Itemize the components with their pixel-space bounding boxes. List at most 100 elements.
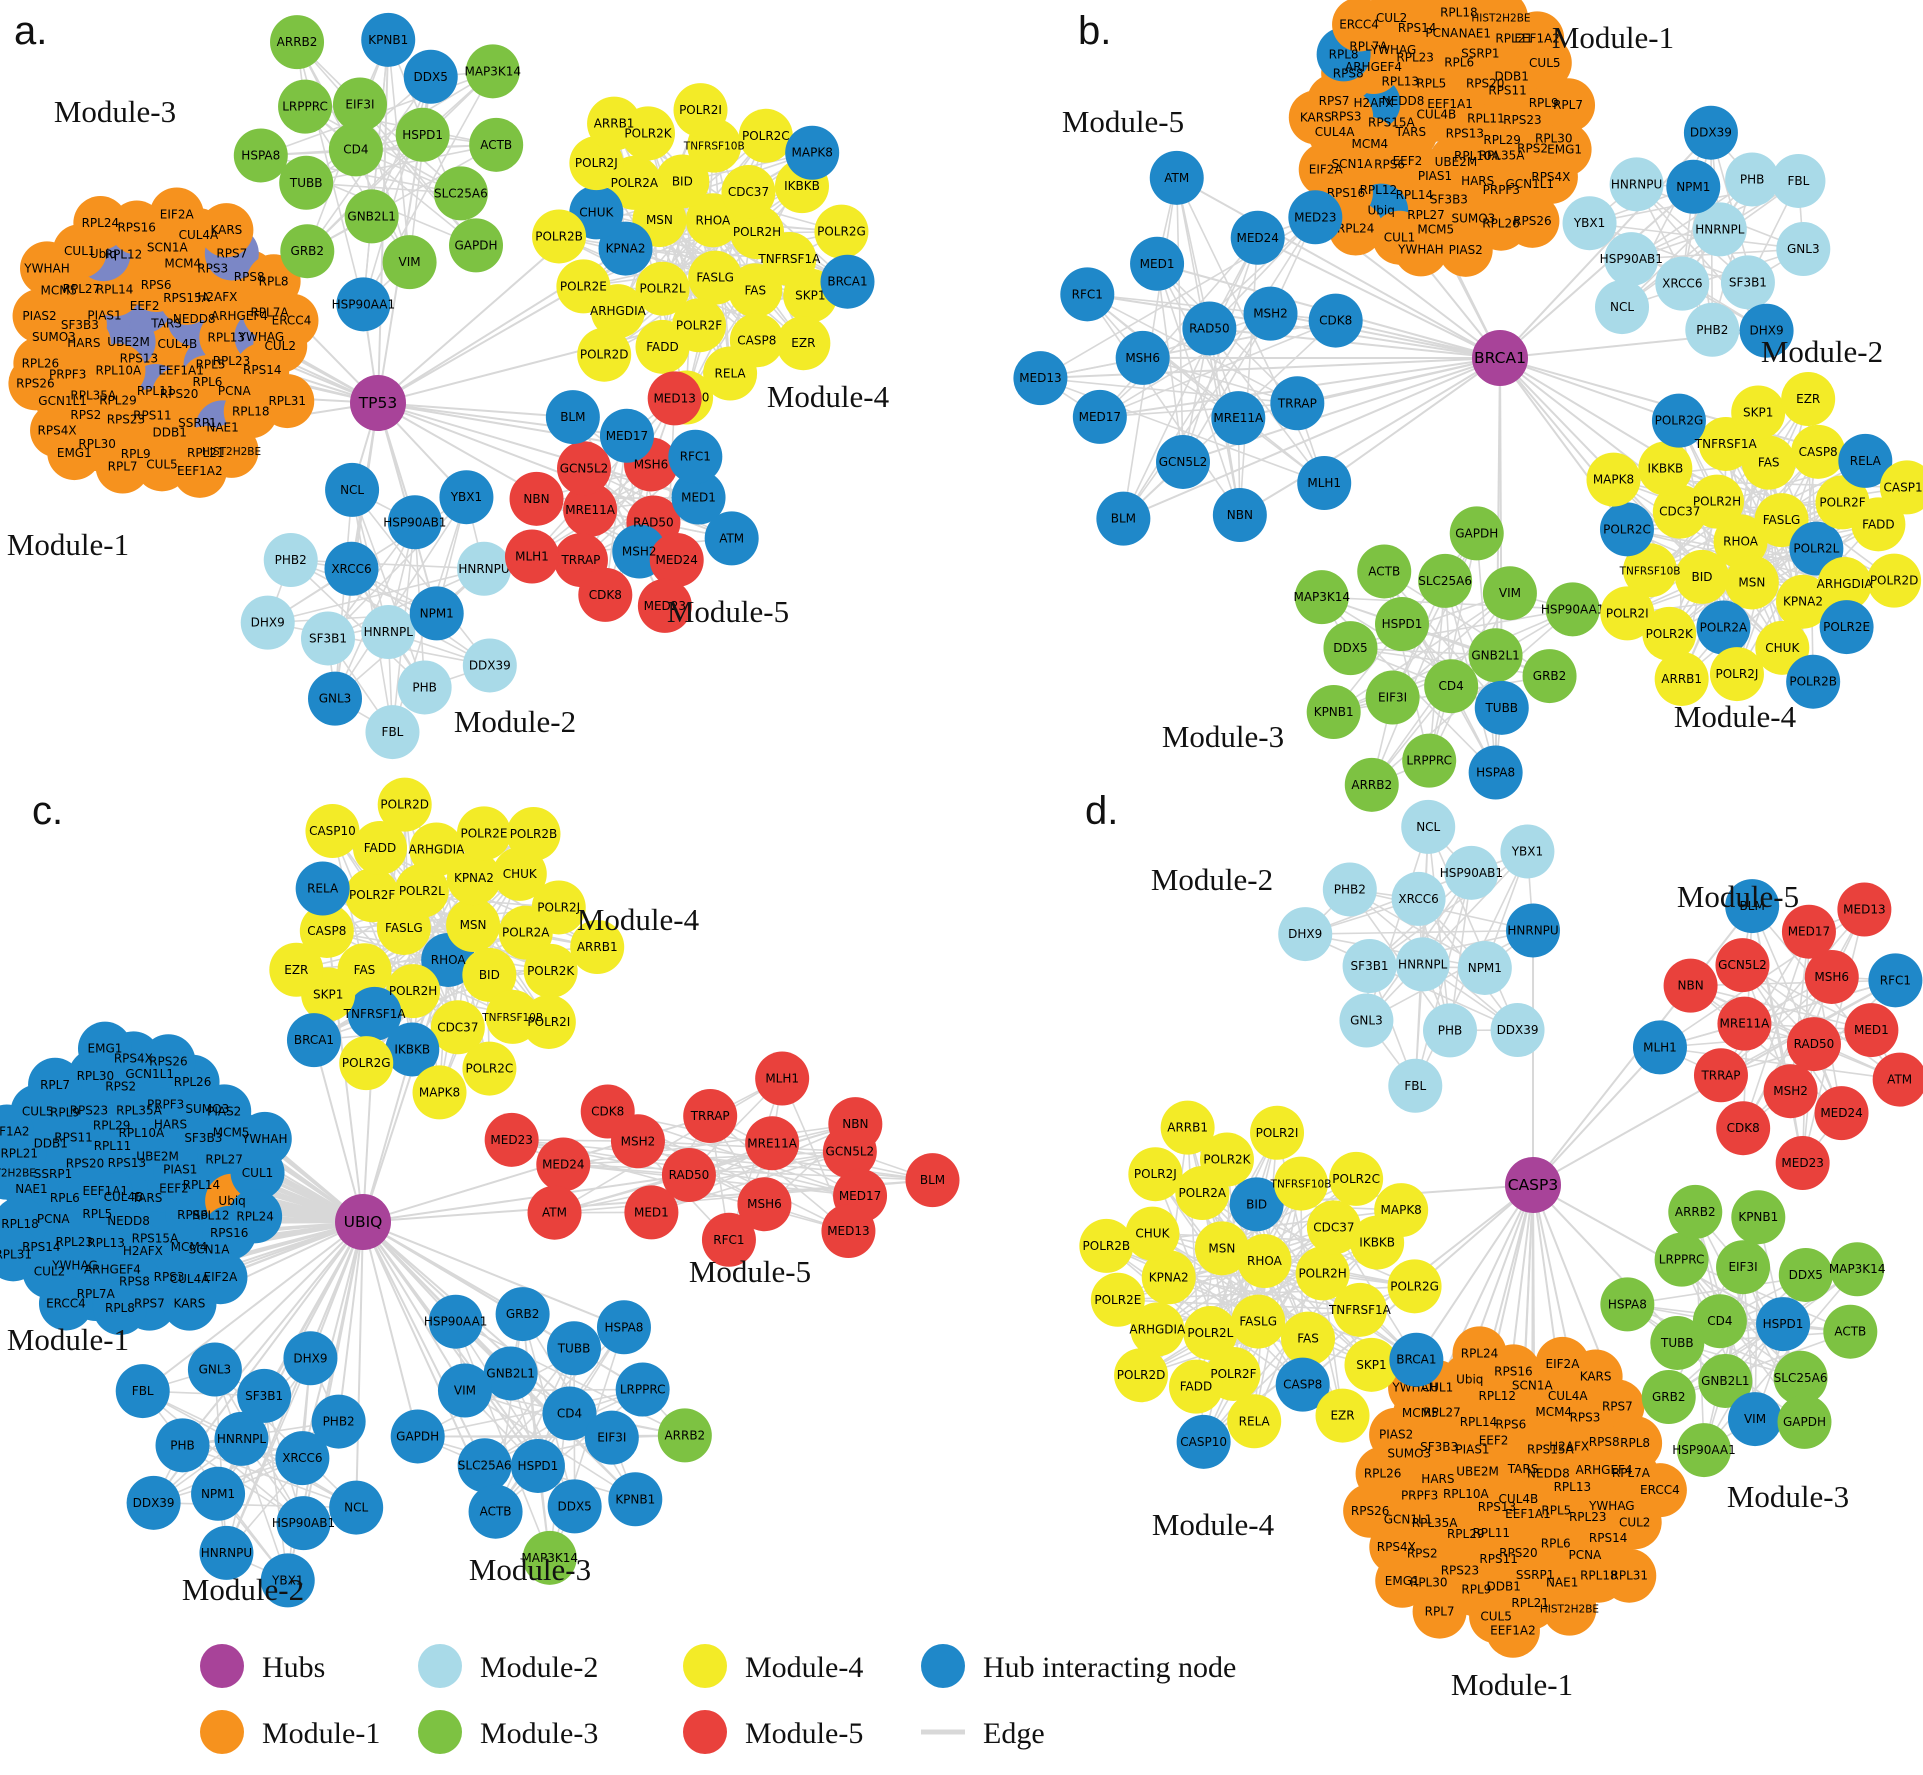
node-FADD[interactable] (1169, 1359, 1224, 1414)
node-GCN5L2[interactable] (1156, 434, 1211, 489)
node-TUBB[interactable] (547, 1321, 602, 1376)
node-NPM1[interactable] (409, 586, 464, 641)
node-GNB2L1[interactable] (344, 189, 399, 244)
node-EMG1[interactable] (47, 426, 102, 481)
node-HNRNPU[interactable] (199, 1525, 254, 1580)
node-CDK8[interactable] (578, 567, 633, 622)
node-RPS26[interactable] (1505, 193, 1560, 248)
node-MLH1[interactable] (1632, 1020, 1687, 1075)
node-RELA[interactable] (1227, 1394, 1282, 1449)
node-BLM[interactable] (905, 1153, 960, 1208)
node-HSPA8[interactable] (1600, 1277, 1655, 1332)
node-MAPK8[interactable] (412, 1065, 467, 1120)
node-EMG1[interactable] (1375, 1553, 1430, 1608)
node-HSPD1[interactable] (1375, 597, 1430, 652)
node-RPS26[interactable] (1343, 1483, 1398, 1538)
node-CDC37[interactable] (1306, 1200, 1361, 1255)
node-RELA[interactable] (703, 346, 758, 401)
node-MED24[interactable] (536, 1137, 591, 1192)
node-GRB2[interactable] (1641, 1370, 1696, 1425)
node-ACTB[interactable] (1823, 1304, 1878, 1359)
node-MED24[interactable] (649, 533, 704, 588)
node-GNL3[interactable] (1776, 222, 1831, 277)
node-ERCC4[interactable] (38, 1276, 93, 1331)
node-NBN[interactable] (1663, 958, 1718, 1013)
node-NCL[interactable] (325, 462, 380, 517)
node-MSH2[interactable] (1243, 286, 1298, 341)
node-MED17[interactable] (599, 408, 654, 463)
node-ACTB[interactable] (1357, 544, 1412, 599)
node-MSN[interactable] (1724, 555, 1779, 610)
node-GAPDH[interactable] (1777, 1394, 1832, 1449)
node-RELA[interactable] (295, 861, 350, 916)
node-CDC37[interactable] (721, 164, 776, 219)
node-MAP3K14[interactable] (1830, 1242, 1885, 1297)
node-ARRB1[interactable] (587, 96, 642, 151)
node-EIF2A[interactable] (1298, 142, 1353, 197)
node-EIF3I[interactable] (332, 77, 387, 132)
node-RHOA[interactable] (1713, 514, 1768, 569)
node-MED23[interactable] (637, 578, 692, 633)
node-MAP3K14[interactable] (465, 44, 520, 99)
node-KARS[interactable] (1568, 1349, 1623, 1404)
node-DDX5[interactable] (547, 1479, 602, 1534)
node-SF3B1[interactable] (1720, 255, 1775, 310)
node-PHB2[interactable] (1685, 302, 1740, 357)
node-RPS26[interactable] (141, 1034, 196, 1089)
node-XRCC6[interactable] (1655, 256, 1710, 311)
node-MED17[interactable] (1781, 904, 1836, 959)
node-POLR2C[interactable] (462, 1041, 517, 1096)
node-POLR2L[interactable] (635, 261, 690, 316)
node-CASP8[interactable] (1275, 1357, 1330, 1412)
node-RHOA[interactable] (1237, 1234, 1292, 1289)
node-HSP90AA1[interactable] (1545, 582, 1600, 637)
node-HSP90AB1[interactable] (387, 495, 442, 550)
node-POLR2H[interactable] (1295, 1246, 1350, 1301)
node-VIM[interactable] (437, 1363, 492, 1418)
node-HIST2H2BE[interactable] (0, 1145, 34, 1200)
node-POLR2C[interactable] (1329, 1151, 1384, 1206)
node-ARRB2[interactable] (657, 1408, 712, 1463)
node-ARHGDIA[interactable] (1817, 557, 1872, 612)
node-ATM[interactable] (1872, 1052, 1923, 1107)
node-HSPD1[interactable] (1756, 1297, 1811, 1352)
node-CDK8[interactable] (1716, 1101, 1771, 1156)
node-RFC1[interactable] (1060, 267, 1115, 322)
node-MSN[interactable] (446, 898, 501, 953)
node-GNB2L1[interactable] (1698, 1353, 1753, 1408)
node-RFC1[interactable] (1868, 953, 1923, 1008)
node-ERCC4[interactable] (264, 293, 319, 348)
node-MED13[interactable] (1837, 882, 1892, 937)
node-POLR2I[interactable] (1250, 1105, 1305, 1160)
node-FADD[interactable] (1851, 497, 1906, 552)
node-GNL3[interactable] (1339, 993, 1394, 1048)
node-MAPK8[interactable] (1374, 1183, 1429, 1238)
node-BLM[interactable] (1096, 491, 1151, 546)
node-FBL[interactable] (1771, 153, 1826, 208)
node-POLR2G[interactable] (1387, 1259, 1442, 1314)
node-RFC1[interactable] (668, 429, 723, 484)
node-GAPDH[interactable] (390, 1409, 445, 1464)
node-GRB2[interactable] (495, 1287, 550, 1342)
node-POLR2D[interactable] (1114, 1348, 1169, 1403)
node-RAD50[interactable] (1182, 301, 1237, 356)
node-NPM1[interactable] (191, 1466, 246, 1521)
node-EMG1[interactable] (1537, 122, 1592, 177)
node-FAS[interactable] (1281, 1311, 1336, 1366)
node-SLC25A6[interactable] (1773, 1350, 1828, 1405)
node-SF3B1[interactable] (1342, 939, 1397, 994)
node-RFC1[interactable] (701, 1212, 756, 1267)
hub-node-CASP3[interactable] (1505, 1157, 1561, 1213)
node-MED24[interactable] (1230, 210, 1285, 265)
node-RPL7[interactable] (28, 1057, 83, 1112)
node-RPL7[interactable] (95, 439, 150, 494)
node-POLR2B[interactable] (1786, 654, 1841, 709)
node-HNRNPL[interactable] (1692, 202, 1747, 257)
node-HSP90AA1[interactable] (428, 1294, 483, 1349)
node-LRPPRC[interactable] (615, 1362, 670, 1417)
node-HNRNPU[interactable] (1609, 157, 1664, 212)
node-KPNA2[interactable] (446, 851, 501, 906)
node-YBX1[interactable] (439, 470, 494, 525)
node-CHUK[interactable] (1125, 1206, 1180, 1261)
node-MAP3K14[interactable] (522, 1530, 577, 1585)
